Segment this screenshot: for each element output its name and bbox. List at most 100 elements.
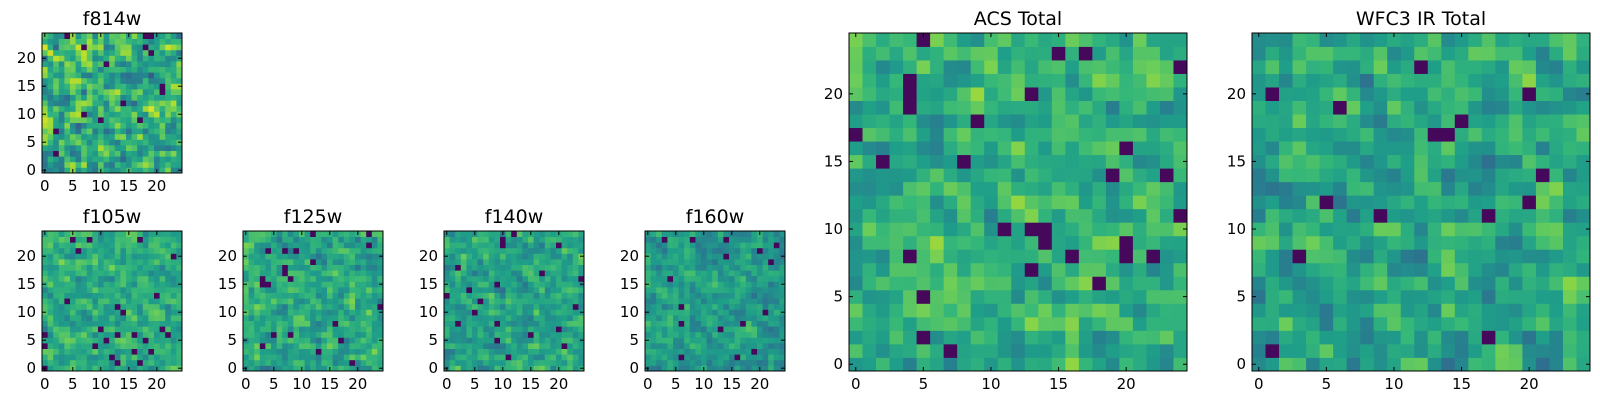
heatmap-cell	[293, 309, 300, 316]
heatmap-cell	[734, 359, 741, 366]
heatmap-cell	[42, 292, 48, 299]
heatmap-cell	[745, 281, 752, 288]
heatmap-cell	[109, 275, 116, 282]
heatmap-cell	[903, 73, 917, 88]
heatmap-cell	[745, 359, 752, 366]
heatmap-cell	[943, 303, 958, 318]
heatmap-cell	[916, 330, 931, 345]
heatmap-cell	[92, 359, 99, 366]
heatmap-cell	[449, 298, 456, 305]
heatmap-cell	[997, 114, 1012, 129]
heatmap-cell	[120, 309, 127, 316]
heatmap-cell	[86, 167, 93, 174]
heatmap-cell	[58, 231, 65, 237]
heatmap-cell	[511, 247, 518, 254]
heatmap-cell	[148, 61, 155, 67]
heatmap-cell	[176, 292, 183, 299]
heatmap-cell	[862, 208, 877, 223]
heatmap-cell	[712, 231, 719, 237]
heatmap-cell	[1319, 222, 1334, 237]
heatmap-cell	[1522, 46, 1537, 61]
heatmap-cell	[159, 133, 166, 140]
heatmap-cell	[254, 281, 261, 288]
heatmap-cell	[734, 298, 741, 305]
heatmap-cell	[1306, 46, 1320, 61]
heatmap-cell	[455, 275, 462, 282]
heatmap-cell	[109, 72, 116, 79]
heatmap-cell	[667, 264, 674, 271]
heatmap-cell	[304, 365, 311, 372]
heatmap-cell	[466, 236, 473, 243]
heatmap-cell	[287, 348, 294, 355]
heatmap-cell	[957, 235, 972, 250]
heatmap-cell	[53, 287, 60, 293]
heatmap-cell	[684, 253, 691, 260]
heatmap-cell	[81, 348, 88, 355]
heatmap-cell	[1279, 87, 1293, 101]
heatmap-cell	[92, 365, 99, 372]
heatmap-cell	[1427, 100, 1442, 115]
heatmap-cell	[1576, 168, 1591, 183]
heatmap-cell	[578, 343, 585, 349]
heatmap-cell	[1038, 222, 1053, 237]
heatmap-cell	[109, 287, 116, 293]
heatmap-cell	[1252, 141, 1266, 156]
heatmap-cell	[1078, 33, 1093, 47]
heatmap-cell	[505, 326, 512, 333]
heatmap-cell	[349, 281, 356, 288]
heatmap-cell	[299, 348, 305, 355]
heatmap-cell	[943, 222, 958, 237]
heatmap-cell	[477, 309, 484, 316]
heatmap-cell	[516, 298, 523, 305]
heatmap-cell	[1159, 127, 1174, 142]
heatmap-cell	[114, 66, 121, 73]
heatmap-cell	[176, 231, 183, 237]
heatmap-cell	[1065, 60, 1080, 74]
heatmap-cell	[889, 100, 904, 115]
heatmap-cell	[1522, 235, 1537, 250]
heatmap-cell	[751, 315, 758, 321]
heatmap-cell	[460, 343, 467, 349]
x-tick-label: 10	[91, 177, 110, 195]
heatmap-cell	[1346, 276, 1361, 291]
heatmap-cell	[1119, 208, 1134, 223]
heatmap-cell	[916, 222, 931, 237]
heatmap-cell	[1576, 276, 1591, 291]
heatmap-cell	[159, 320, 166, 327]
heatmap-cell	[159, 253, 166, 260]
heatmap-cell	[550, 281, 557, 288]
heatmap-cell	[1468, 222, 1483, 237]
heatmap-cell	[92, 275, 99, 282]
heatmap-cell	[64, 49, 71, 56]
heatmap-cell	[1576, 87, 1591, 101]
heatmap-cell	[1346, 303, 1361, 318]
heatmap-cell	[661, 253, 668, 260]
heatmap-cell	[449, 354, 456, 361]
heatmap-cell	[1427, 114, 1442, 129]
heatmap-cell	[1265, 33, 1280, 47]
heatmap-cell	[165, 66, 172, 73]
heatmap-cell	[533, 292, 540, 299]
heatmap-cell	[466, 320, 473, 327]
heatmap-cell	[1576, 114, 1591, 129]
heatmap-cell	[773, 320, 780, 327]
heatmap-cell	[366, 247, 373, 254]
heatmap-cell	[449, 309, 456, 316]
heatmap-cell	[717, 359, 724, 366]
heatmap-cell	[673, 303, 679, 310]
heatmap-cell	[723, 337, 730, 344]
heatmap-cell	[460, 315, 467, 321]
heatmap-cell	[511, 287, 518, 293]
heatmap-cell	[984, 276, 999, 291]
heatmap-cell	[349, 236, 356, 243]
heatmap-cell	[645, 236, 651, 243]
heatmap-cell	[271, 287, 277, 293]
heatmap-cell	[957, 181, 972, 196]
heatmap-cell	[142, 133, 149, 140]
heatmap-cell	[53, 89, 60, 95]
heatmap-cell	[321, 326, 328, 333]
heatmap-cell	[47, 315, 54, 321]
heatmap-cell	[287, 315, 294, 321]
heatmap-cell	[126, 128, 132, 135]
heatmap-cell	[544, 247, 551, 254]
